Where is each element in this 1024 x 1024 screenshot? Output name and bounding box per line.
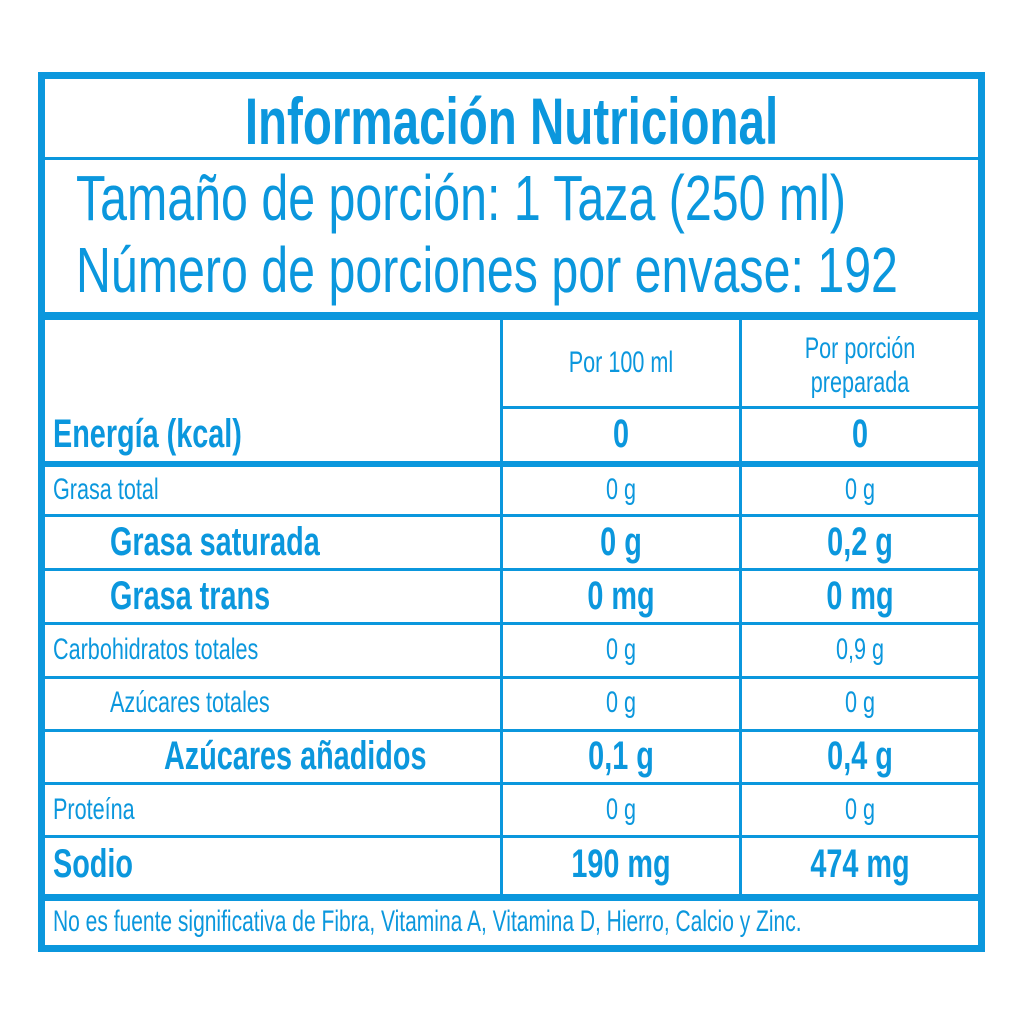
- value-saturated-fat-per-100: 0 g: [600, 520, 642, 564]
- value-total-sugars-per-serving: 0 g: [844, 686, 876, 719]
- value-added-sugars-per-serving: 0,4 g: [827, 734, 893, 778]
- value-protein-per-serving: 0 g: [844, 793, 876, 826]
- serving-size: Tamaño de porción: 1 Taza (250 ml): [76, 162, 846, 234]
- footnote-divider: [45, 894, 978, 901]
- value-energy-per-100: 0: [612, 412, 630, 456]
- value-saturated-fat-per-serving: 0,2 g: [827, 520, 893, 564]
- value-sodium-per-serving: 474 mg: [810, 842, 910, 886]
- value-protein-per-100: 0 g: [605, 793, 637, 826]
- row-divider: [45, 622, 978, 625]
- row-divider: [45, 676, 978, 679]
- value-trans-fat-per-100: 0 mg: [587, 574, 655, 618]
- row-divider: [45, 514, 978, 517]
- row-label-saturated-fat: Grasa saturada: [110, 520, 320, 564]
- value-trans-fat-per-serving: 0 mg: [826, 574, 894, 618]
- value-added-sugars-per-100: 0,1 g: [588, 734, 654, 778]
- value-total-fat-per-serving: 0 g: [844, 473, 876, 506]
- row-divider: [45, 782, 978, 785]
- column-divider-1: [500, 320, 503, 897]
- servings-per-container: Número de porciones por envase: 192: [76, 234, 898, 306]
- header-divider: [45, 312, 978, 320]
- column-header-per-serving-line2: preparada: [810, 366, 910, 399]
- column-header-per-100ml: Por 100 ml: [568, 346, 674, 379]
- row-label-sodium: Sodio: [53, 842, 133, 886]
- column-header-per-serving: Por porción: [804, 332, 916, 365]
- row-label-total-carbohydrates: Carbohidratos totales: [53, 633, 259, 666]
- row-label-total-fat: Grasa total: [53, 473, 159, 506]
- row-label-trans-fat: Grasa trans: [110, 574, 271, 618]
- value-sodium-per-100: 190 mg: [571, 842, 671, 886]
- value-energy-per-serving: 0: [851, 412, 869, 456]
- footnote: No es fuente significativa de Fibra, Vit…: [53, 905, 802, 938]
- row-divider-energy: [45, 461, 978, 467]
- row-divider: [45, 729, 978, 732]
- row-label-total-sugars: Azúcares totales: [110, 686, 270, 719]
- row-divider: [45, 835, 978, 838]
- nutrition-facts-label: [38, 72, 985, 952]
- row-label-energy: Energía (kcal): [53, 412, 242, 456]
- value-carbohydrates-per-100: 0 g: [605, 633, 637, 666]
- value-carbohydrates-per-serving: 0,9 g: [835, 633, 885, 666]
- label-title: Información Nutricional: [244, 84, 779, 158]
- row-label-added-sugars: Azúcares añadidos: [164, 734, 427, 778]
- row-label-protein: Proteína: [53, 793, 135, 826]
- value-total-sugars-per-100: 0 g: [605, 686, 637, 719]
- value-total-fat-per-100: 0 g: [605, 473, 637, 506]
- title-divider: [45, 157, 978, 160]
- row-divider: [45, 568, 978, 571]
- col-header-divider: [500, 406, 978, 409]
- column-divider-2: [739, 320, 742, 897]
